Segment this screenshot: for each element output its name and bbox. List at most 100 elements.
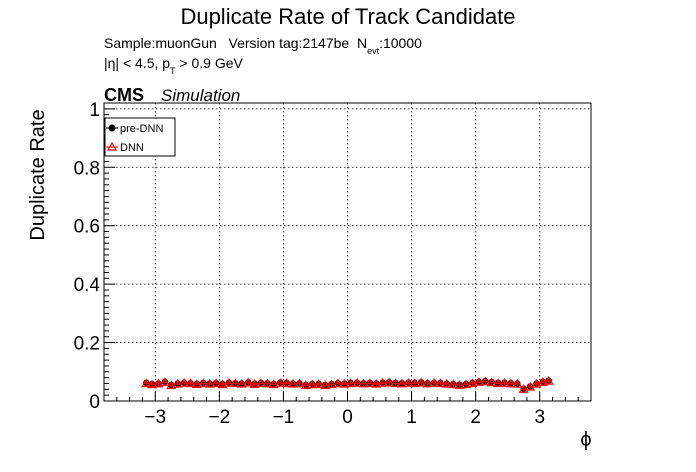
data-point: [185, 378, 196, 388]
data-point: [371, 378, 382, 388]
data-point: [332, 378, 343, 388]
y-axis-label: Duplicate Rate: [27, 109, 49, 240]
data-point: [467, 378, 478, 388]
data-point: [307, 379, 318, 389]
data-point: [345, 378, 356, 388]
data-point: [473, 377, 484, 386]
data-point: [326, 379, 337, 389]
cuts-info-prefix: |η| < 4.5, p: [104, 55, 170, 71]
x-tick-label: −1: [273, 407, 295, 428]
data-point: [480, 376, 491, 386]
data-point: [153, 378, 164, 388]
data-point: [223, 377, 234, 387]
data-point: [275, 377, 286, 387]
data-point: [294, 378, 305, 388]
series-dnn: [141, 375, 554, 393]
y-tick-label: 0: [89, 392, 100, 413]
data-point: [179, 377, 190, 387]
y-tick-label: 0.4: [74, 275, 101, 296]
axis-ticks: [103, 108, 592, 402]
y-tick-label: 0.2: [74, 334, 100, 355]
data-point: [358, 378, 369, 388]
data-point: [141, 378, 152, 388]
data-point: [255, 378, 267, 388]
data-point: [518, 384, 529, 393]
data-point: [159, 377, 170, 386]
x-tick-label: 3: [534, 407, 545, 428]
data-point: [262, 378, 273, 388]
legend-label-dnn: DNN: [120, 142, 144, 154]
x-tick-label: 1: [406, 407, 417, 428]
data-point: [486, 377, 497, 387]
data-point: [416, 377, 427, 387]
data-point: [461, 379, 472, 389]
legend-label-pre-dnn: pre-DNN: [120, 123, 163, 135]
cuts-info-line: |η| < 4.5, pT > 0.9 GeV: [104, 55, 244, 76]
sample-info-sub: evt: [367, 46, 380, 56]
data-point: [166, 380, 177, 390]
plot-frame: [103, 102, 592, 402]
data-point: [364, 378, 375, 388]
cms-label: CMS: [104, 85, 144, 105]
data-point: [377, 377, 388, 387]
data-point: [505, 378, 516, 388]
data-point: [537, 377, 548, 386]
data-point: [403, 377, 414, 387]
data-point: [249, 379, 260, 388]
data-point: [313, 379, 324, 388]
sample-info-suffix: :10000: [379, 35, 422, 51]
data-point: [499, 377, 510, 387]
x-tick-label: 2: [470, 407, 481, 428]
data-point: [198, 378, 209, 388]
data-point: [268, 379, 279, 389]
data-point: [300, 380, 311, 390]
x-tick-label: −3: [144, 407, 166, 428]
cuts-info-suffix: > 0.9 GeV: [176, 55, 244, 71]
data-point: [531, 378, 542, 388]
data-point: [211, 378, 222, 388]
y-tick-labels: 0 0.2 0.4 0.6 0.8 1: [74, 100, 101, 413]
data-point: [320, 380, 331, 390]
data-point: [339, 378, 350, 388]
y-tick-label: 1: [89, 100, 100, 121]
data-point: [352, 377, 363, 387]
y-tick-label: 0.6: [74, 217, 100, 238]
data-series: [141, 375, 554, 393]
x-axis-label: ϕ: [580, 429, 591, 451]
grid-lines: [104, 103, 591, 401]
data-point: [454, 380, 465, 389]
data-point: [217, 379, 228, 389]
cuts-info-sub: T: [170, 66, 176, 76]
data-point: [236, 378, 247, 388]
data-point: [390, 378, 401, 388]
data-point: [191, 379, 202, 388]
data-point: [281, 378, 292, 388]
data-point: [543, 375, 554, 385]
data-point: [493, 378, 504, 388]
data-point: [243, 377, 254, 387]
data-point: [287, 378, 299, 388]
data-point: [409, 378, 420, 388]
x-tick-label: 0: [342, 407, 353, 428]
data-point: [204, 378, 215, 388]
x-tick-label: −2: [209, 407, 231, 428]
data-point: [525, 381, 536, 391]
sample-info-prefix: Sample:muonGun Version tag:2147be N: [104, 35, 367, 51]
data-point: [435, 378, 446, 388]
simulation-label: Simulation: [161, 86, 240, 105]
data-point: [147, 379, 158, 389]
data-point: [422, 378, 433, 388]
data-point: [230, 378, 241, 388]
y-tick-label: 0.8: [74, 158, 100, 179]
data-point: [396, 378, 408, 388]
chart-title: Duplicate Rate of Track Candidate: [180, 4, 515, 29]
data-point: [428, 377, 440, 387]
data-point: [512, 378, 523, 388]
legend-box: [104, 117, 176, 157]
x-tick-labels: −3 −2 −1 0 1 2 3: [144, 407, 545, 428]
data-point: [172, 378, 183, 388]
data-point: [448, 379, 459, 389]
sample-info-line: Sample:muonGun Version tag:2147be Nevt:1…: [104, 35, 422, 56]
data-point: [441, 378, 452, 388]
